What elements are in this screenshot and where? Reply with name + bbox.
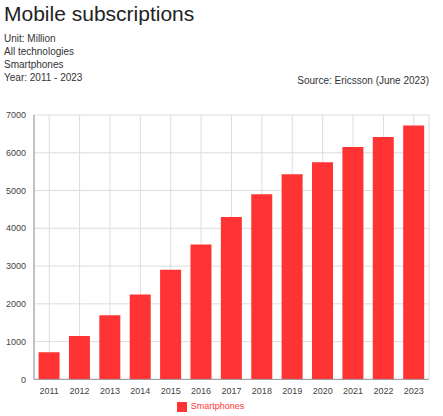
html-text:Source: Ericsson (June 2023): Source: Ericsson (June 2023) — [297, 75, 429, 86]
svg-text:2022: 2022 — [373, 386, 393, 396]
html-text:Year: 2011 - 2023: Year: 2011 - 2023 — [4, 72, 83, 83]
svg-text:2012: 2012 — [70, 386, 90, 396]
svg-text:2021: 2021 — [343, 386, 363, 396]
svg-text:2018: 2018 — [252, 386, 272, 396]
svg-text:2013: 2013 — [100, 386, 120, 396]
svg-text:2019: 2019 — [282, 386, 302, 396]
svg-text:0: 0 — [21, 375, 26, 385]
svg-text:2014: 2014 — [130, 386, 150, 396]
svg-text:1000: 1000 — [8, 337, 26, 347]
svg-text:2011: 2011 — [40, 386, 59, 396]
svg-text:4000: 4000 — [8, 223, 26, 233]
svg-text:5000: 5000 — [8, 186, 26, 196]
svg-text:2023: 2023 — [404, 386, 424, 396]
html-text:Smartphones: Smartphones — [190, 401, 245, 412]
svg-text:2016: 2016 — [191, 386, 211, 396]
html-text:Unit: Million: Unit: Million — [4, 33, 56, 44]
svg-text:6000: 6000 — [8, 148, 26, 158]
svg-text:2020: 2020 — [313, 386, 333, 396]
svg-text:2017: 2017 — [221, 386, 241, 396]
svg-text:7000: 7000 — [8, 110, 26, 120]
html-text:Smartphones: Smartphones — [4, 59, 64, 70]
svg-text:2015: 2015 — [161, 386, 181, 396]
svg-text:2000: 2000 — [8, 299, 26, 309]
html-text:All technologies: All technologies — [4, 46, 74, 57]
html-text:Mobile subscriptions: Mobile subscriptions — [4, 2, 195, 25]
svg-text:3000: 3000 — [8, 261, 26, 271]
